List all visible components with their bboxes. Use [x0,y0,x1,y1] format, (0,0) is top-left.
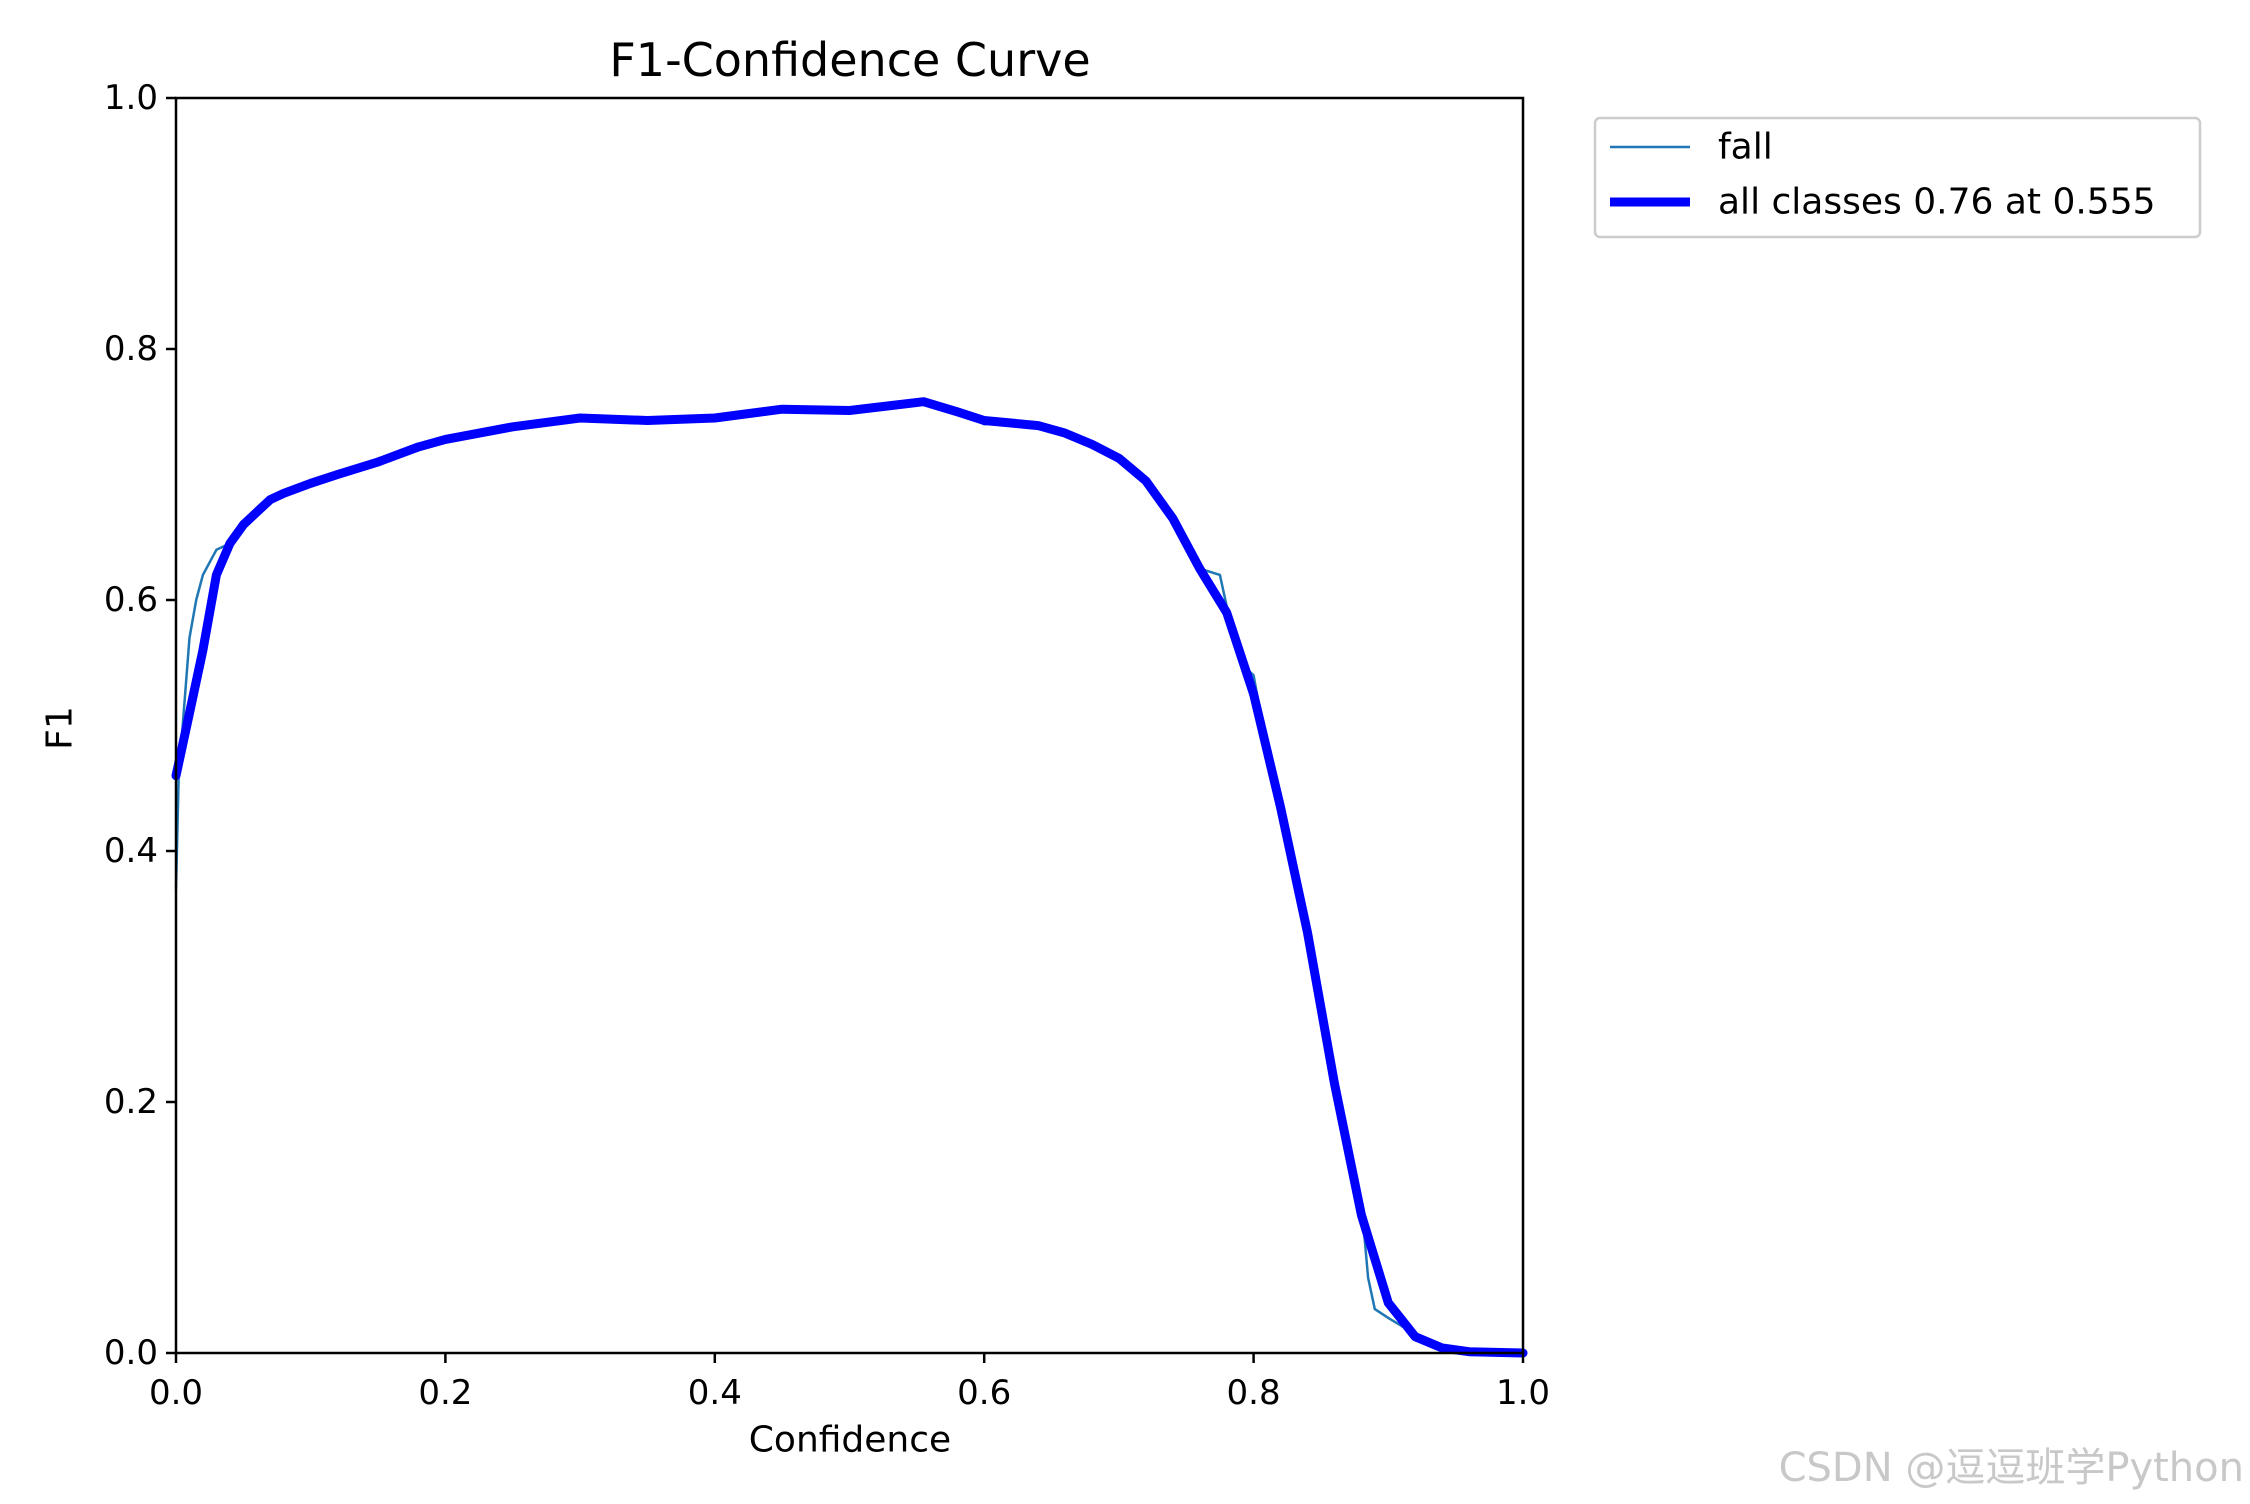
y-tick-label: 0.4 [104,831,158,871]
axes [174,96,1525,1355]
y-tick-label: 0.6 [104,580,158,620]
plot-frame [174,96,1525,1355]
y-axis-label: F1 [40,706,81,750]
watermark: CSDN @逗逗班学Python [1779,1445,2244,1491]
chart-title: F1-Confidence Curve [609,33,1090,87]
y-tick-label: 0.0 [104,1333,158,1373]
series-line-fall [174,399,1525,1355]
tick-labels: 0.0 0.2 0.4 0.6 0.8 1.0 0.0 0.2 0.4 0.6 0.8 1.0 [104,78,1550,1413]
x-tick-label: 0.6 [957,1373,1011,1413]
series-lines [171,397,1528,1358]
x-tick-label: 0.2 [418,1373,472,1413]
x-tick-label: 0.0 [149,1373,203,1413]
legend-label-all-classes: all classes 0.76 at 0.555 [1718,182,2156,223]
series-line-all-classes [171,397,1528,1358]
legend-frame [1593,116,2202,239]
x-tick-label: 0.4 [688,1373,742,1413]
y-tick-label: 0.2 [104,1082,158,1122]
y-tick-label: 1.0 [104,78,158,118]
legend-label-fall: fall [1718,127,1773,168]
x-tick-label: 1.0 [1496,1373,1550,1413]
y-tick-label: 0.8 [104,329,158,369]
x-axis-label: Confidence [749,1420,951,1461]
legend: fall all classes 0.76 at 0.555 [1593,116,2202,239]
x-tick-label: 0.8 [1227,1373,1281,1413]
